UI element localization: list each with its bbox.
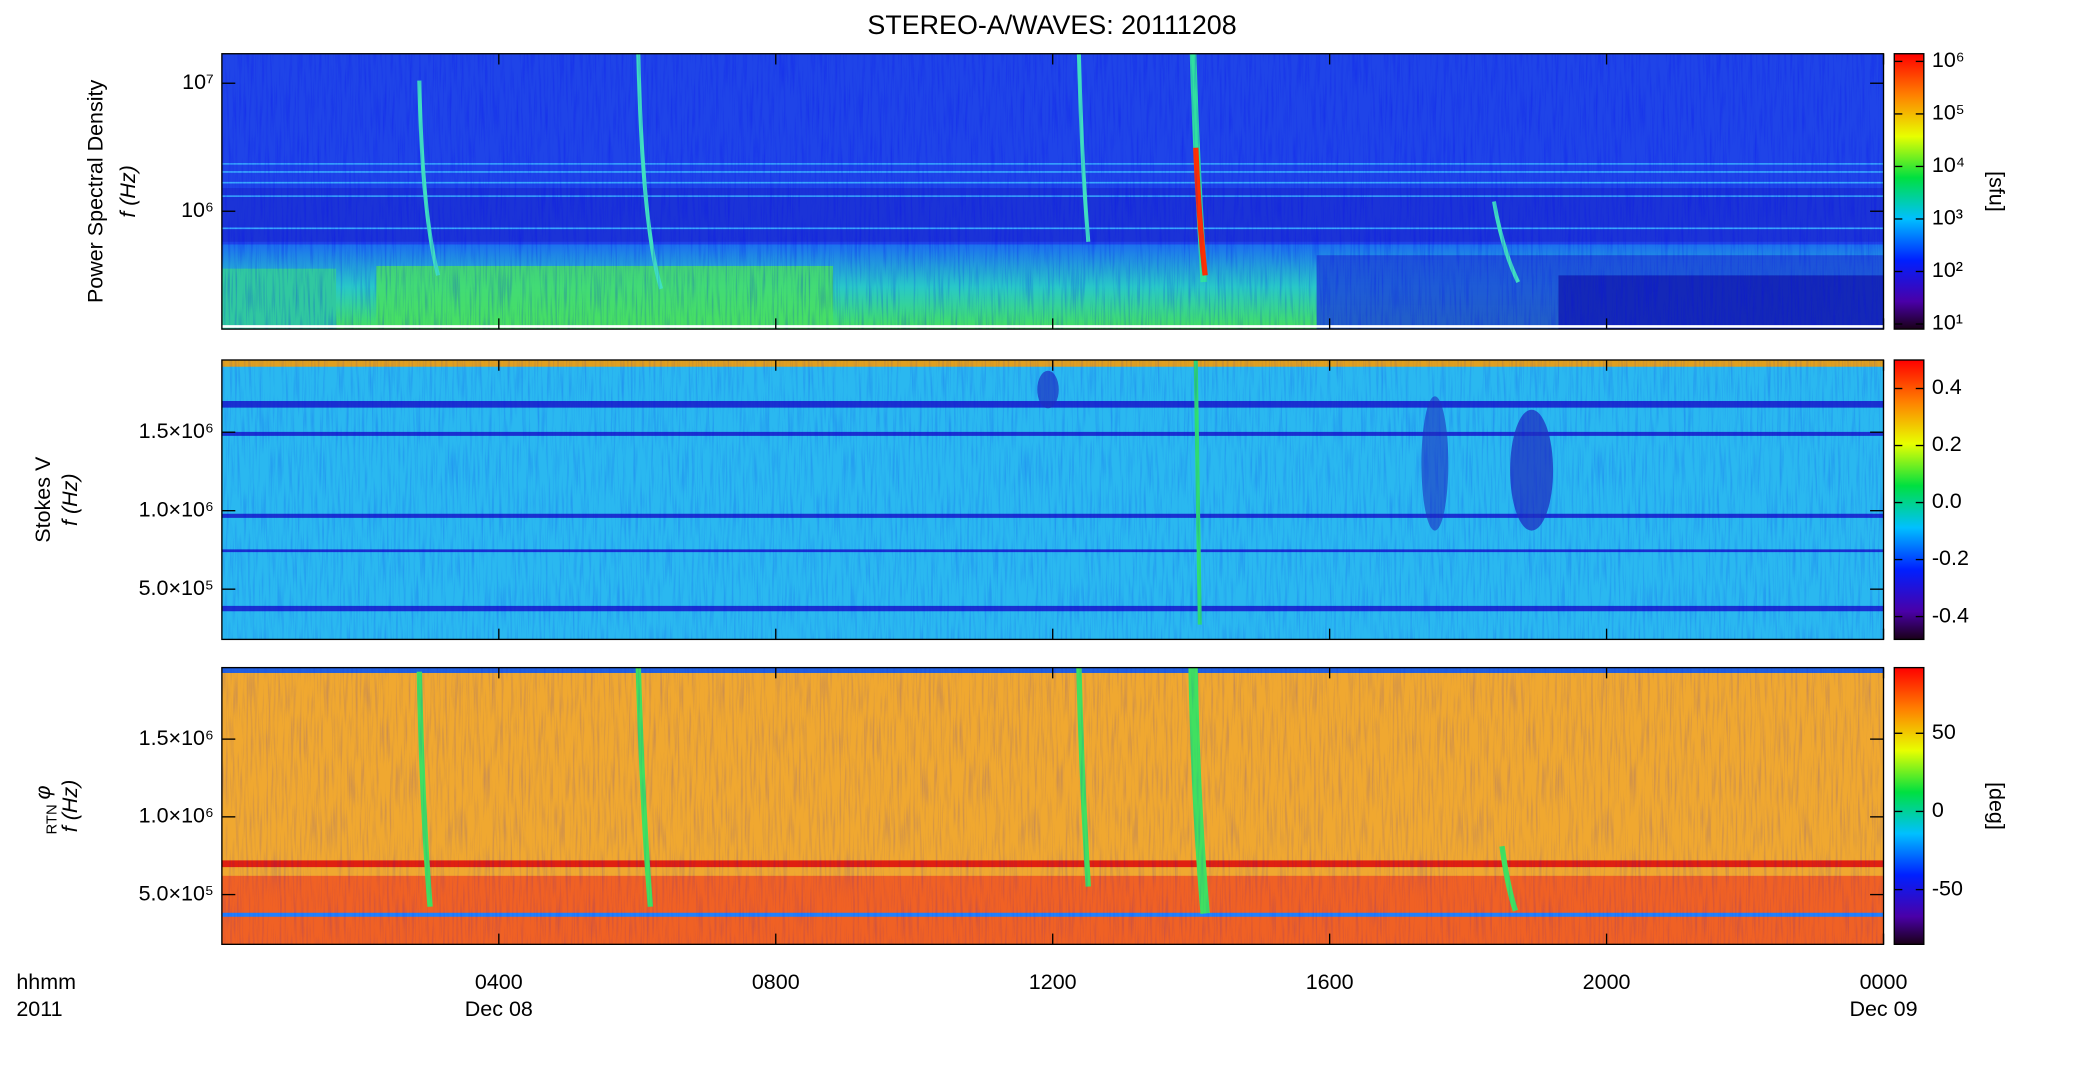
spectrogram-stokes bbox=[221, 360, 1884, 640]
colorbar-tick-label: -0.4 bbox=[1932, 603, 1969, 627]
y-tick-label: 1.5×10⁶ bbox=[139, 726, 214, 750]
colorbar-tick-label: 10² bbox=[1932, 258, 1963, 282]
x-axis-label: hhmm bbox=[16, 970, 76, 994]
x-tick-label: 1200 bbox=[1029, 970, 1077, 994]
colorbar-tick-label: 10⁵ bbox=[1932, 101, 1965, 125]
colorbar-tick-label: 0.2 bbox=[1932, 432, 1962, 456]
colorbar-tick-label: -0.2 bbox=[1932, 546, 1969, 570]
x-tick-label: 0400 bbox=[475, 970, 523, 994]
colorbar-label: [sfu] bbox=[1984, 171, 2008, 212]
x-date-label: Dec 09 bbox=[1849, 997, 1917, 1021]
y-tick-label: 10⁶ bbox=[181, 198, 214, 222]
colorbar-tick-label: 0 bbox=[1932, 798, 1944, 822]
x-axis-year: 2011 bbox=[16, 997, 62, 1021]
colorbar-tick-label: 10¹ bbox=[1932, 311, 1963, 335]
y-axis-unit: f (Hz) bbox=[116, 165, 140, 218]
x-tick-label: 2000 bbox=[1583, 970, 1631, 994]
x-date-label: Dec 08 bbox=[465, 997, 533, 1021]
x-tick-label: 0800 bbox=[752, 970, 800, 994]
colorbar-tick-label: 10⁶ bbox=[1932, 48, 1965, 72]
colorbar-tick-label: -50 bbox=[1932, 876, 1963, 900]
spectrogram-psd bbox=[221, 53, 1884, 330]
y-axis-label: φ bbox=[31, 786, 55, 800]
y-tick-label: 1.0×10⁶ bbox=[139, 497, 214, 521]
colorbar-tick-label: 10³ bbox=[1932, 206, 1963, 230]
x-tick-label: 1600 bbox=[1306, 970, 1354, 994]
colorbar-tick-label: 0.0 bbox=[1932, 489, 1962, 513]
y-axis-label: Power Spectral Density bbox=[84, 80, 108, 304]
y-axis-unit: f (Hz) bbox=[58, 473, 82, 526]
y-tick-label: 1.0×10⁶ bbox=[139, 804, 214, 828]
colorbar bbox=[1893, 53, 1925, 330]
colorbar-tick-label: 0.4 bbox=[1932, 375, 1962, 399]
colorbar-tick-label: 50 bbox=[1932, 720, 1956, 744]
colorbar bbox=[1893, 359, 1925, 641]
colorbar bbox=[1893, 666, 1925, 945]
chart-title: STEREO-A/WAVES: 20111208 bbox=[867, 10, 1236, 40]
y-axis-label-sub: RTN bbox=[45, 804, 61, 834]
colorbar-label: [deg] bbox=[1984, 782, 2008, 830]
y-axis-unit: f (Hz) bbox=[58, 780, 82, 833]
spectrogram-phi bbox=[221, 667, 1884, 945]
y-tick-label: 5.0×10⁵ bbox=[139, 576, 214, 600]
colorbar-tick-label: 10⁴ bbox=[1932, 153, 1965, 177]
y-tick-label: 5.0×10⁵ bbox=[139, 881, 214, 905]
y-axis-label: Stokes V bbox=[31, 456, 55, 543]
y-tick-label: 10⁷ bbox=[182, 70, 214, 94]
y-tick-label: 1.5×10⁶ bbox=[139, 419, 214, 443]
x-tick-label: 0000 bbox=[1860, 970, 1908, 994]
